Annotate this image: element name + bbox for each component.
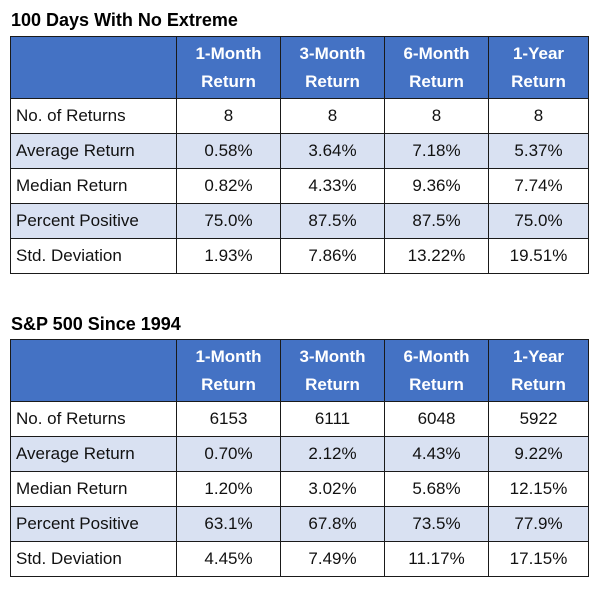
table-cell: 8	[176, 98, 281, 134]
table-cell: 8	[384, 98, 489, 134]
returns-table-no-extreme: 1-Month Return 3-Month Return 6-Month Retur…	[10, 36, 589, 274]
row-label: Median Return	[10, 471, 177, 507]
column-header-1-month: 1-Month Return	[176, 339, 281, 402]
table-cell: 11.17%	[384, 541, 489, 577]
column-header-6-month: 6-Month Return	[384, 36, 489, 99]
table-cell: 1.93%	[176, 238, 281, 274]
row-label: No. of Returns	[10, 98, 177, 134]
table-row: Std. Deviation 4.45% 7.49% 11.17% 17.15%	[10, 541, 589, 577]
table-cell: 5.68%	[384, 471, 489, 507]
table-cell: 5.37%	[488, 133, 589, 169]
column-header-6-month: 6-Month Return	[384, 339, 489, 402]
row-label: Std. Deviation	[10, 541, 177, 577]
table-cell: 4.33%	[280, 168, 385, 204]
column-header-1-year: 1-Year Return	[488, 36, 589, 99]
column-header-3-month: 3-Month Return	[280, 36, 385, 99]
row-label: Percent Positive	[10, 203, 177, 239]
table-cell: 7.49%	[280, 541, 385, 577]
table-cell: 9.36%	[384, 168, 489, 204]
table-row: No. of Returns 8 8 8 8	[10, 98, 589, 134]
table-cell: 77.9%	[488, 506, 589, 542]
table-cell: 3.02%	[280, 471, 385, 507]
table-cell: 0.70%	[176, 436, 281, 472]
header-corner-cell	[10, 339, 177, 402]
table-cell: 2.12%	[280, 436, 385, 472]
row-label: Average Return	[10, 133, 177, 169]
column-header-1-month: 1-Month Return	[176, 36, 281, 99]
table-title-no-extreme: 100 Days With No Extreme	[11, 10, 238, 30]
table-cell: 13.22%	[384, 238, 489, 274]
table-cell: 63.1%	[176, 506, 281, 542]
table-cell: 5922	[488, 401, 589, 437]
table-row: Average Return 0.70% 2.12% 4.43% 9.22%	[10, 436, 589, 472]
table-cell: 3.64%	[280, 133, 385, 169]
table-cell: 17.15%	[488, 541, 589, 577]
table-row: Average Return 0.58% 3.64% 7.18% 5.37%	[10, 133, 589, 169]
table-row: No. of Returns 6153 6111 6048 5922	[10, 401, 589, 437]
table-cell: 9.22%	[488, 436, 589, 472]
table-cell: 8	[280, 98, 385, 134]
table-row: Median Return 1.20% 3.02% 5.68% 12.15%	[10, 471, 589, 507]
column-header-3-month: 3-Month Return	[280, 339, 385, 402]
column-header-1-year: 1-Year Return	[488, 339, 589, 402]
table-cell: 0.58%	[176, 133, 281, 169]
table-cell: 6111	[280, 401, 385, 437]
header-corner-cell	[10, 36, 177, 99]
row-label: Average Return	[10, 436, 177, 472]
table-cell: 6153	[176, 401, 281, 437]
table-cell: 0.82%	[176, 168, 281, 204]
row-label: Std. Deviation	[10, 238, 177, 274]
table-cell: 75.0%	[488, 203, 589, 239]
table-row: Std. Deviation 1.93% 7.86% 13.22% 19.51%	[10, 238, 589, 274]
table-cell: 6048	[384, 401, 489, 437]
table-cell: 73.5%	[384, 506, 489, 542]
table-cell: 12.15%	[488, 471, 589, 507]
table-title-sp500: S&P 500 Since 1994	[11, 314, 181, 334]
table-cell: 67.8%	[280, 506, 385, 542]
table-cell: 1.20%	[176, 471, 281, 507]
row-label: Median Return	[10, 168, 177, 204]
table-header-row: 1-Month Return 3-Month Return 6-Month Retur…	[10, 36, 589, 99]
row-label: Percent Positive	[10, 506, 177, 542]
table-row: Median Return 0.82% 4.33% 9.36% 7.74%	[10, 168, 589, 204]
table-cell: 4.45%	[176, 541, 281, 577]
table-cell: 7.18%	[384, 133, 489, 169]
table-row: Percent Positive 63.1% 67.8% 73.5% 77.9%	[10, 506, 589, 542]
table-cell: 19.51%	[488, 238, 589, 274]
table-cell: 7.74%	[488, 168, 589, 204]
table-row: Percent Positive 75.0% 87.5% 87.5% 75.0%	[10, 203, 589, 239]
returns-table-sp500: 1-Month Return 3-Month Return 6-Month Retur…	[10, 339, 589, 577]
table-header-row: 1-Month Return 3-Month Return 6-Month Retur…	[10, 339, 589, 402]
table-cell: 87.5%	[384, 203, 489, 239]
table-cell: 75.0%	[176, 203, 281, 239]
table-cell: 8	[488, 98, 589, 134]
table-cell: 7.86%	[280, 238, 385, 274]
row-label: No. of Returns	[10, 401, 177, 437]
table-cell: 87.5%	[280, 203, 385, 239]
table-cell: 4.43%	[384, 436, 489, 472]
